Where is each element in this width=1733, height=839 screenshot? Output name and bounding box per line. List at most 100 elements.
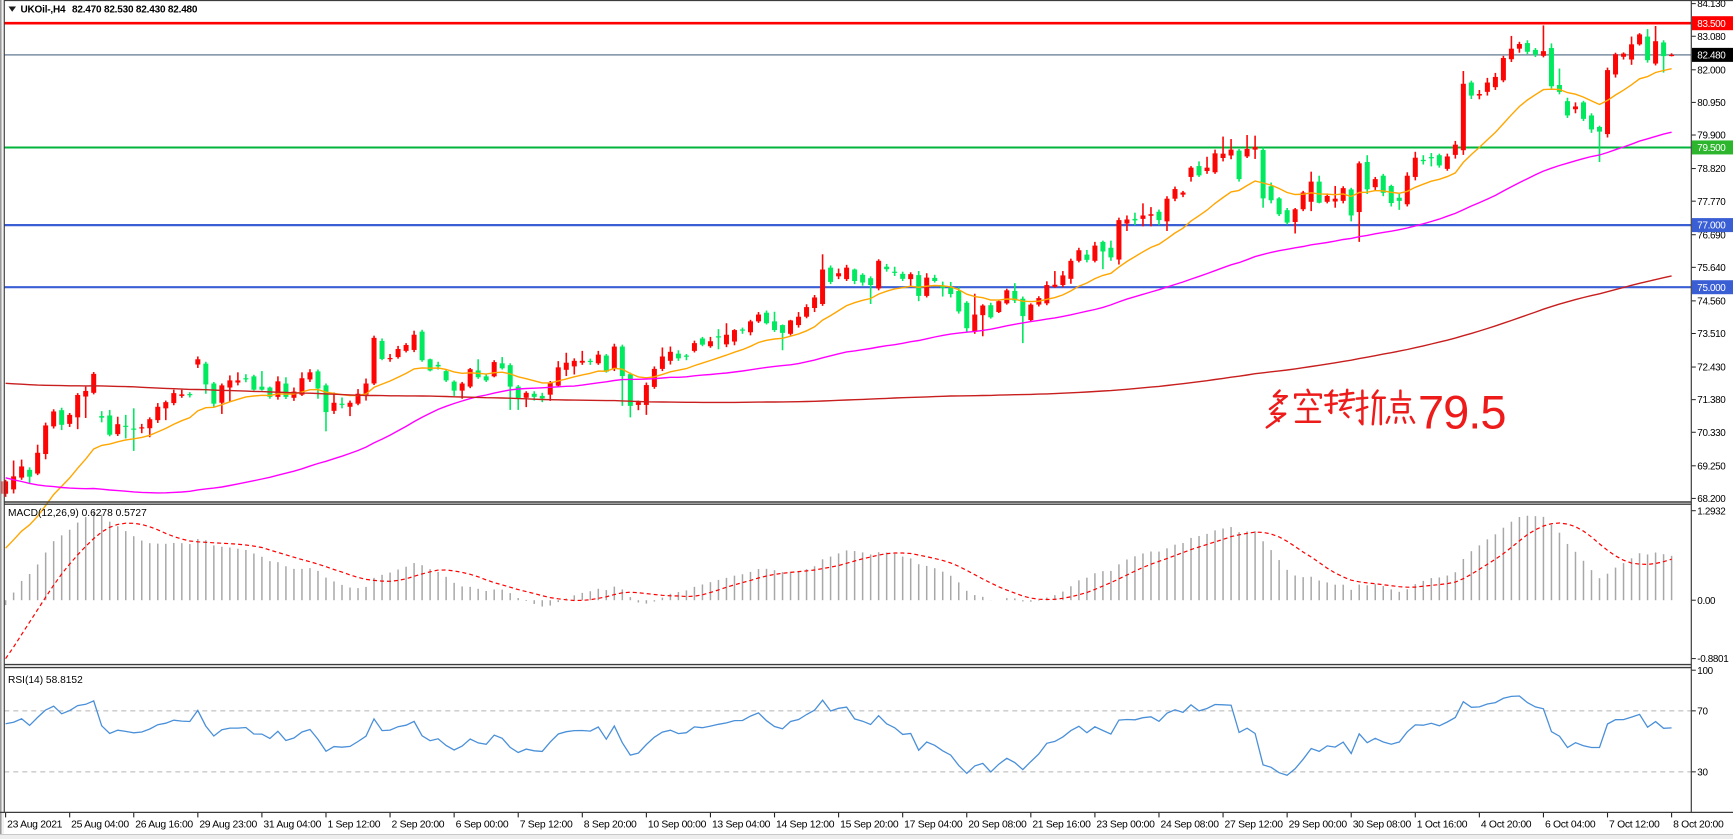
rsi-line (5, 695, 1672, 777)
candle (940, 281, 946, 297)
candle (1348, 187, 1354, 222)
candle-body (219, 385, 225, 403)
candle (571, 358, 577, 375)
candle-body (780, 325, 786, 333)
candle-body (1100, 241, 1106, 252)
candle (1236, 148, 1242, 182)
candle (203, 361, 209, 394)
candle-body (627, 374, 633, 406)
candle (11, 460, 17, 494)
candle (739, 327, 745, 334)
candle (1228, 139, 1234, 160)
macd-scale-label: 1.2932 (1697, 506, 1725, 517)
candle (275, 376, 281, 400)
candle (67, 413, 73, 427)
candle (1044, 281, 1050, 306)
candle-body (1124, 219, 1130, 224)
candle-body (1116, 220, 1122, 260)
chart-annotation[interactable]: 79.5 (1265, 386, 1506, 439)
macd-panel[interactable]: MACD(12,26,9) 0.6278 0.5727 (4, 508, 1673, 659)
candle-body (611, 346, 617, 369)
candle (51, 409, 57, 429)
glyph-stroke (1409, 415, 1416, 424)
time-axis[interactable]: 23 Aug 2021 25 Aug 04:00 26 Aug 16:00 29 Au… (5, 812, 1724, 831)
candle (315, 369, 321, 399)
candle-body (1148, 214, 1154, 216)
candle-body (1524, 43, 1530, 52)
candle (1220, 136, 1226, 162)
candle-body (1436, 155, 1442, 166)
candle-body (283, 383, 289, 397)
candle-body (651, 368, 657, 387)
candle (1388, 184, 1394, 207)
candle (547, 381, 553, 401)
candle (1669, 53, 1675, 57)
candle-body (179, 394, 185, 396)
candle-body (772, 321, 778, 331)
candle-body (932, 277, 938, 281)
candle (1292, 208, 1298, 234)
candle-body (483, 376, 489, 381)
candle-body (972, 314, 978, 332)
glyph-stroke (1327, 390, 1333, 415)
candle (451, 380, 457, 396)
candle (1645, 29, 1651, 63)
candle (844, 264, 850, 281)
candle (731, 329, 737, 346)
macd-scale-label: -0.8801 (1697, 654, 1729, 665)
candle (1580, 100, 1586, 122)
glyph-stroke (1265, 412, 1287, 429)
candle-body (1044, 285, 1050, 304)
candle (211, 381, 217, 407)
candle-body (1580, 102, 1586, 119)
candle-body (115, 424, 121, 435)
candle-body (1484, 82, 1490, 92)
candle (363, 378, 369, 401)
price-axis[interactable]: 84.130 83.080 82.000 80.950 79.900 78.820 77.7… (1691, 0, 1733, 778)
candle-body (1004, 290, 1010, 304)
glyph-stroke (1358, 389, 1364, 426)
rsi-panel[interactable]: RSI(14) 58.8152 (4, 675, 1692, 777)
candle (1148, 207, 1154, 227)
candle (467, 367, 473, 389)
candle-body (1068, 260, 1074, 279)
time-tick-label: 2 Sep 20:00 (392, 820, 445, 831)
candle (764, 310, 770, 325)
candle-body (699, 338, 705, 345)
candle-body (491, 362, 497, 377)
price-tick-label: 69.250 (1697, 461, 1726, 472)
level-79.500-badge (1692, 140, 1733, 155)
candle (932, 274, 938, 283)
rsi-scale-label: 70 (1697, 706, 1708, 717)
candle (1252, 135, 1258, 159)
glyph-stroke (1402, 416, 1407, 424)
time-tick-label: 6 Oct 04:00 (1545, 820, 1596, 831)
level-77.000-badge-label: 77.000 (1697, 221, 1726, 232)
candle (1500, 55, 1506, 83)
candle-body (1508, 48, 1514, 60)
candle-body (659, 356, 665, 369)
candle (251, 374, 257, 391)
candle (1316, 175, 1322, 204)
candle (1204, 156, 1210, 174)
candle-body (387, 358, 393, 360)
macd-scale-label: 0.00 (1697, 596, 1716, 607)
candle-body (1412, 157, 1418, 177)
candle-body (459, 383, 465, 391)
collapse-triangle-icon[interactable] (8, 6, 17, 12)
candle (1108, 240, 1114, 261)
candle-body (1332, 198, 1338, 202)
candle (395, 345, 401, 359)
candle (659, 347, 665, 372)
candle-body (1621, 53, 1627, 57)
candle (820, 254, 826, 306)
candle (812, 294, 818, 313)
current-price-badge (1692, 47, 1733, 62)
rsi-label: RSI(14) 58.8152 (8, 675, 83, 686)
price-panel[interactable] (0, 21, 1692, 549)
candle (980, 304, 986, 337)
candle-body (259, 386, 265, 390)
glyph-stroke (1276, 398, 1284, 405)
candle (1420, 155, 1426, 165)
